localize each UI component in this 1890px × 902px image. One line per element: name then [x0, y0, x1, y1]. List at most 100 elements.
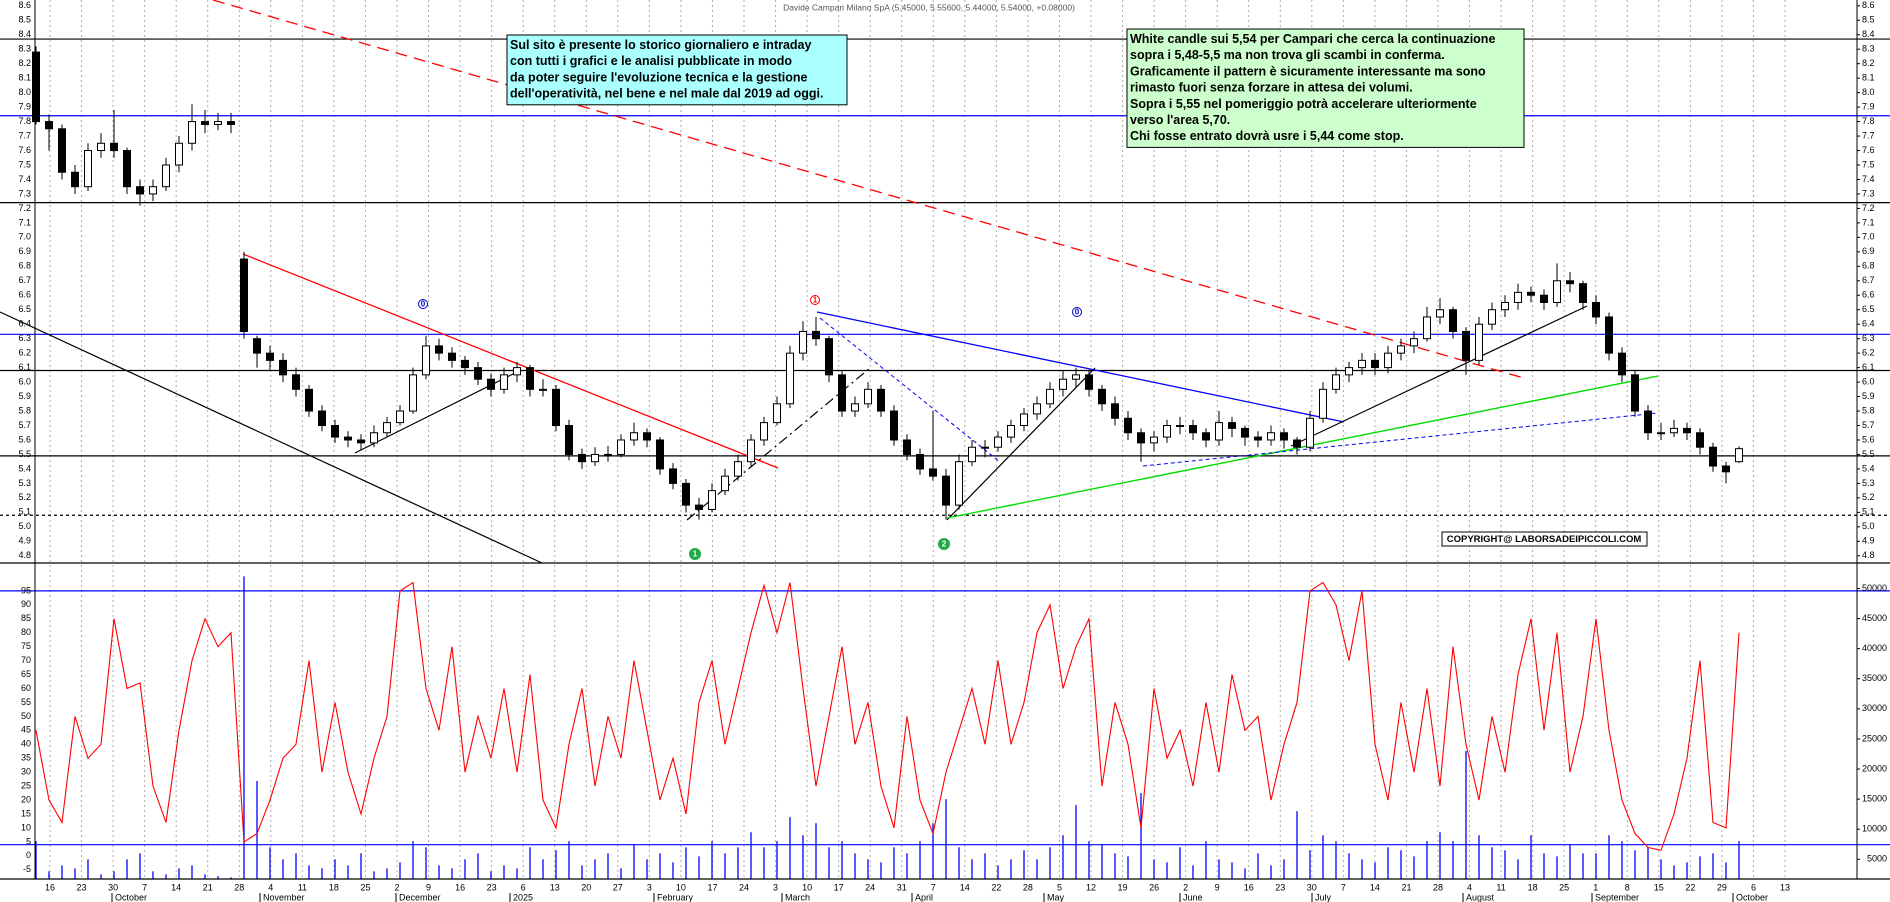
candle-body [422, 345, 430, 376]
candle-body [513, 367, 521, 376]
y-tick-label: 7.6 [1862, 145, 1875, 155]
y-tick-label: 6.1 [1862, 362, 1875, 372]
x-tick-label: 11 [1496, 882, 1505, 892]
marker-label: 2 [942, 540, 947, 549]
x-tick-label: 30 [108, 882, 118, 892]
trend-line [816, 311, 1345, 423]
x-tick-label: 30 [1307, 882, 1317, 892]
x-tick-label: 10 [676, 882, 686, 892]
candle-body [1345, 367, 1353, 376]
y-tick-label: 45 [21, 725, 31, 735]
candle-body [1696, 432, 1704, 448]
marker-circle [1072, 307, 1082, 317]
y-tick-label: 8.3 [1862, 44, 1875, 54]
candle-body [1566, 280, 1574, 285]
annotation-line: Sopra i 5,55 nel pomeriggio potrà accele… [1130, 97, 1477, 111]
annotation-line: con tutti i grafici e le analisi pubblic… [510, 54, 792, 68]
candle-body [890, 410, 898, 441]
candle-body [240, 258, 248, 332]
markers: 0 0 1 1 2 [418, 295, 1082, 560]
y-tick-label: 5.2 [1862, 492, 1875, 502]
x-tick-label: 9 [426, 882, 431, 892]
candle-body [305, 388, 313, 412]
candle-body [1618, 352, 1626, 376]
x-tick-label: 17 [707, 882, 717, 892]
candle-body [916, 453, 924, 470]
candle-body [1722, 465, 1730, 473]
y-tick-label: 70 [21, 655, 31, 665]
candle-body [1150, 436, 1158, 444]
y-tick-label: 5.5 [18, 449, 31, 459]
indicator [0, 576, 1890, 879]
candle-body [1384, 352, 1392, 369]
candle-body [1605, 316, 1613, 354]
candle-body [279, 359, 287, 376]
annotations: Sul sito è presente lo storico giornalie… [506, 28, 1525, 148]
candle-body [578, 453, 586, 463]
y-tick-label: 5.6 [1862, 434, 1875, 444]
y-tick-label: 7.3 [1862, 188, 1875, 198]
candle-body [292, 374, 300, 390]
x-tick-label: 29 [1717, 882, 1727, 892]
marker-circle [689, 548, 701, 560]
y2-tick-label: 15000 [1862, 794, 1887, 804]
x-tick-label: 18 [1528, 882, 1538, 892]
candle-body [1215, 422, 1223, 441]
y-tick-label: 0 [26, 850, 31, 860]
trend-line [242, 253, 779, 469]
y-tick-label: 6.1 [18, 362, 31, 372]
x-tick-label: 9 [1215, 882, 1220, 892]
y-tick-label: 7.1 [1862, 217, 1875, 227]
candle-body [539, 388, 547, 391]
y-tick-label: -5 [23, 864, 31, 874]
y-tick-label: 5 [26, 836, 31, 846]
candle-body [1462, 330, 1470, 361]
x-tick-label: 25 [1559, 882, 1569, 892]
candle-body [175, 142, 183, 166]
candle-body [1111, 403, 1119, 419]
candle-body [1033, 403, 1041, 415]
y-tick-label: 6.0 [18, 376, 31, 386]
candle-body [1592, 301, 1600, 318]
candle-body [45, 121, 53, 130]
y-tick-label: 5.4 [1862, 463, 1875, 473]
candle-body [461, 359, 469, 369]
candle-body [617, 439, 625, 455]
candle-body [747, 439, 755, 463]
y-tick-label: 8.5 [1862, 15, 1875, 25]
candle-body [201, 121, 209, 125]
candle-body [188, 121, 196, 144]
x-tick-label: 8 [1625, 882, 1630, 892]
annotation-line: White candle sui 5,54 per Campari che ce… [1130, 32, 1495, 46]
marker-label: 0 [1075, 308, 1080, 317]
candle-body [708, 490, 716, 510]
y-tick-label: 10 [21, 822, 31, 832]
y-tick-label: 7.1 [18, 217, 31, 227]
y-tick-label: 8.4 [18, 29, 31, 39]
candle-body [396, 410, 404, 424]
month-label: September [1595, 892, 1639, 902]
x-tick-label: 13 [550, 882, 560, 892]
annotation-line: sopra i 5,48-5,5 ma non trova gli scambi… [1130, 48, 1445, 62]
month-label: December [399, 892, 441, 902]
y-tick-label: 7.2 [18, 203, 31, 213]
y2-tick-label: 30000 [1862, 703, 1887, 713]
candle-body [942, 475, 950, 506]
x-tick-label: 16 [45, 882, 55, 892]
x-tick-label: 3 [773, 882, 778, 892]
candle-body [864, 388, 872, 405]
candle-body [266, 352, 274, 361]
x-tick-label: 7 [931, 882, 936, 892]
x-tick-label: 13 [1780, 882, 1790, 892]
candle-body [604, 453, 612, 456]
y-tick-label: 20 [21, 794, 31, 804]
annotation-line: Sul sito è presente lo storico giornalie… [510, 38, 812, 52]
annotation-line: da poter seguire l'evoluzione tecnica e … [510, 70, 808, 84]
y-tick-label: 6.2 [1862, 348, 1875, 358]
candle-body [370, 432, 378, 444]
candle-body [1085, 374, 1093, 390]
candle-body [994, 436, 1002, 448]
y-tick-label: 6.7 [18, 275, 31, 285]
y-tick-label: 6.4 [1862, 319, 1875, 329]
